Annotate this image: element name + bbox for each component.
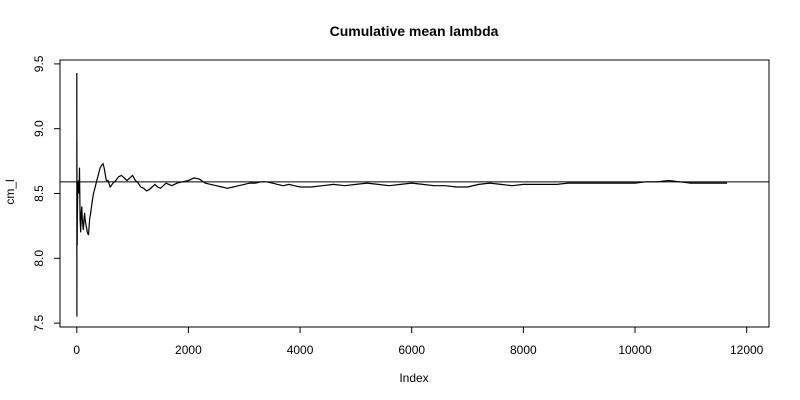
y-tick-label: 9.0 <box>32 120 46 137</box>
chart-title: Cumulative mean lambda <box>330 23 499 39</box>
x-tick-label: 6000 <box>398 343 425 357</box>
series-layer <box>76 72 728 317</box>
x-tick-label: 2000 <box>175 343 202 357</box>
y-tick-label: 8.0 <box>32 250 46 267</box>
plot-frame <box>59 59 770 328</box>
y-axis: 7.5 8.0 8.5 9.0 9.5 <box>32 55 61 331</box>
x-tick-label: 12000 <box>730 343 764 357</box>
x-tick-label: 10000 <box>618 343 652 357</box>
x-tick-label: 0 <box>73 343 80 357</box>
x-axis-label: Index <box>399 371 428 385</box>
x-tick-label: 8000 <box>510 343 537 357</box>
x-axis: 0 2000 4000 6000 8000 10000 12000 <box>73 326 764 357</box>
y-tick-label: 7.5 <box>32 314 46 331</box>
y-axis-label: cm_l <box>3 179 17 204</box>
y-tick-label: 9.5 <box>32 55 46 72</box>
x-tick-label: 4000 <box>287 343 314 357</box>
series-line <box>76 72 728 317</box>
y-tick-label: 8.5 <box>32 185 46 202</box>
